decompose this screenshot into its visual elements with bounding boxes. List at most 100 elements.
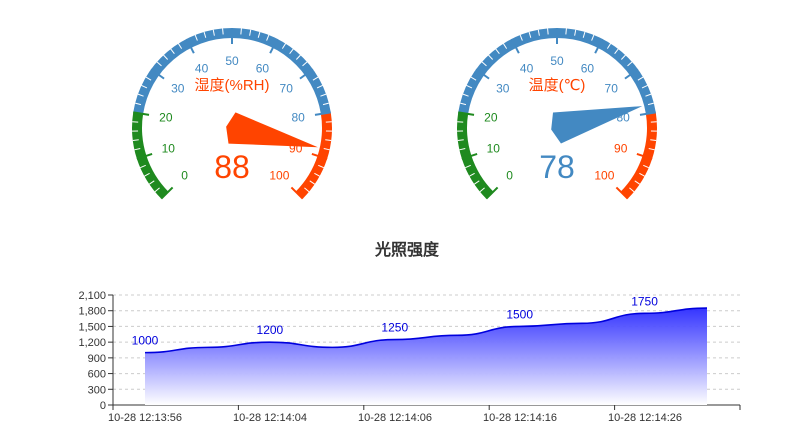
gauge-tick-label: 70 [605,82,619,96]
gauge-major-tick [485,186,499,200]
gauge-minor-tick [650,139,657,142]
gauge-major-tick [185,38,195,54]
gauge-minor-tick [289,48,294,55]
gauge-minor-tick [203,31,207,38]
gauge-minor-tick [582,31,586,38]
gauge-tick-label: 40 [520,61,534,75]
gauge-minor-tick [240,28,242,35]
gauge-minor-tick [212,29,215,36]
gauge-tick-label: 10 [162,142,176,156]
gauge-minor-tick [466,84,473,89]
gauge-major-tick [594,38,604,54]
gauge-minor-tick [637,76,644,81]
gauge-tick-label: 20 [484,111,498,125]
gauge-minor-tick [149,180,155,185]
x-tick-label: 10-28 12:14:26 [608,412,682,424]
chart-title: 光照强度 [374,240,440,259]
y-tick-label: 1,200 [78,337,106,349]
gauge-band-2 [295,112,332,199]
gauge-minor-tick [266,34,270,41]
x-tick-label: 10-28 12:14:06 [358,412,432,424]
gauge-minor-tick [528,31,532,38]
gauge-minor-tick [170,48,175,55]
area-fill [145,308,707,405]
gauge-minor-tick [137,93,144,97]
gauge-minor-tick [547,28,549,35]
gauge-minor-tick [495,48,500,55]
data-label: 1750 [631,294,658,308]
gauge-minor-tick [519,34,523,41]
x-axis: 10-28 12:13:56 10-28 12:14:04 10-28 12:14:… [108,404,741,424]
gauge-minor-tick [222,28,224,35]
gauge-band-0 [132,112,169,199]
gauge-tick-label: 100 [594,168,614,182]
gauge-tick-label: 0 [181,168,188,182]
gauge-tick-label: 80 [291,111,305,125]
gauge-minor-tick [302,61,308,67]
gauge-band-1 [133,28,331,114]
gauge-band-1 [458,28,656,114]
gauge-minor-tick [620,54,626,60]
gauge-minor-tick [132,139,139,142]
gauge-minor-tick [488,54,494,60]
gauge-minor-tick [470,76,477,81]
gauge-minor-tick [318,164,324,169]
gauge-minor-tick [641,84,648,89]
gauge-minor-tick [144,172,150,177]
gauge-tick-label: 100 [269,168,289,182]
gauge-minor-tick [465,164,471,169]
gauge-minor-tick [627,61,633,67]
gauge-minor-tick [634,180,640,185]
y-axis: 0 300 600 900 1,200 1,500 1,800 2,100 [78,290,114,412]
gauge-major-tick [150,68,165,80]
gauge-major-tick [299,68,314,80]
gauge-minor-tick [460,102,467,106]
gauge-minor-tick [154,187,160,193]
gauge-minor-tick [502,43,508,49]
gauge-major-tick [133,111,150,116]
gauge-minor-tick [141,84,148,89]
gauge-major-tick [461,153,478,160]
gauge-minor-tick [145,76,152,81]
gauge-tick-label: 50 [225,54,239,68]
gauge-minor-tick [316,84,323,89]
gauge-band-2 [620,112,657,199]
data-labels: 1000 1200 1250 1500 1750 [132,294,659,347]
gauge-minor-tick [469,172,475,177]
gauge-minor-tick [257,31,261,38]
gauge-tick-label: 0 [506,168,513,182]
gauge-pointer [226,112,318,148]
gauge-major-tick [510,38,520,54]
y-tick-label: 2,100 [78,290,106,302]
gauge-minor-tick [281,43,287,49]
gauge-major-tick [636,153,653,160]
gauge-minor-tick [163,54,169,60]
light-intensity-chart: 光照强度 0 300 600 900 1,200 1,500 1,800 2,100 10-2… [78,240,741,424]
gauge-minor-tick [312,76,319,81]
y-tick-label: 900 [88,353,106,365]
gauge-minor-tick [309,180,315,185]
gauge-minor-tick [295,54,301,60]
gauge-value: 88 [214,149,250,185]
gauge-pointer [551,106,643,144]
gauge-minor-tick [325,139,332,142]
gauge-minor-tick [177,43,183,49]
gauge-major-tick [290,186,304,200]
gauge-band-0 [457,112,494,199]
gauge-major-tick [624,68,639,80]
gauge-tick-label: 50 [550,54,564,68]
gauge-major-tick [615,186,629,200]
gauge-minor-tick [457,139,464,142]
gauge-minor-tick [574,29,577,36]
gauge-value: 78 [539,149,575,185]
gauge-major-tick [314,111,331,116]
gauge-major-tick [639,111,656,116]
data-label: 1250 [381,321,408,335]
x-tick-label: 10-28 12:14:04 [233,412,307,424]
gauge-tick-label: 40 [195,61,209,75]
gauge-tick-label: 90 [614,142,628,156]
gauge-major-tick [160,186,174,200]
gauge-minor-tick [135,102,142,106]
